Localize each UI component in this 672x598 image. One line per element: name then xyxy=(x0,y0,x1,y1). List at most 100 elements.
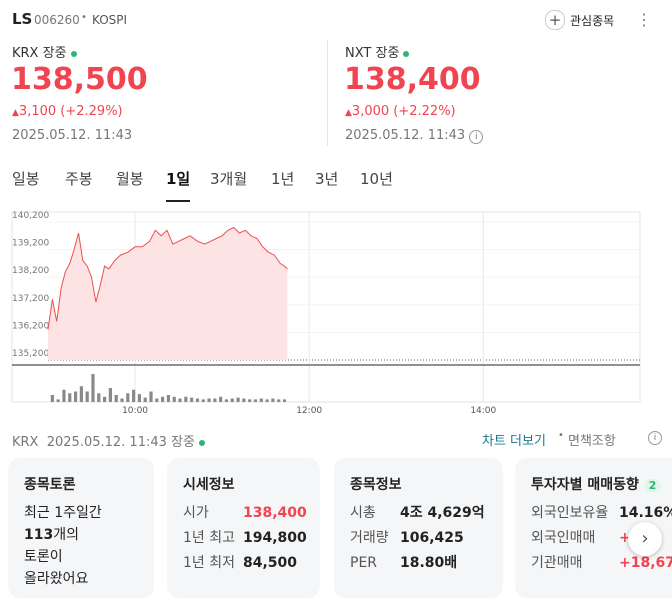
time: 2025.05.12. 11:43 xyxy=(46,435,167,450)
add-icon[interactable]: + xyxy=(545,10,565,30)
volume-bar xyxy=(282,399,287,402)
card-row: 거래량 106,425 xyxy=(350,527,464,547)
tab[interactable]: 일봉 xyxy=(12,170,40,188)
card-title: 투자자별 매매동향 2 xyxy=(531,474,662,494)
disclaimer[interactable]: 면책조항 xyxy=(568,434,616,449)
volume-bar xyxy=(178,398,182,402)
card-row: 외국인보유율 14.16% xyxy=(531,502,672,522)
x-tick-label: 12:00 xyxy=(296,406,322,416)
info-icon[interactable]: i xyxy=(469,130,484,144)
chart-more[interactable]: 차트 더보기 xyxy=(482,434,546,449)
count: 113 xyxy=(24,527,54,543)
tab[interactable]: 3년 xyxy=(315,170,339,188)
title: 투자자별 매매동향 xyxy=(531,477,639,493)
card-row: PER 18.80배 xyxy=(350,552,457,572)
volume-bar xyxy=(172,396,176,402)
text: 개의 xyxy=(53,527,79,543)
tab[interactable]: 월봉 xyxy=(116,170,144,188)
watch-button[interactable]: 관심종목 xyxy=(570,14,615,28)
volume-bar xyxy=(120,398,124,402)
volume-bar xyxy=(236,397,240,402)
stock-code: 006260 xyxy=(34,13,80,27)
row-value: 84,500 xyxy=(243,555,298,571)
volume-bar xyxy=(201,399,205,402)
row-label: 기관매매 xyxy=(531,555,583,571)
change-pct: (+2.22%) xyxy=(393,104,456,119)
row-label: 시가 xyxy=(183,505,209,521)
volume-bar xyxy=(97,393,101,402)
price-line xyxy=(47,226,288,330)
tab[interactable]: 1년 xyxy=(271,170,295,188)
venue: KRX xyxy=(12,46,39,61)
volume-bar xyxy=(149,391,153,402)
row-label: 시총 xyxy=(350,505,376,521)
row-label: 1년 최고 xyxy=(183,530,235,546)
x-tick-label: 10:00 xyxy=(122,406,148,416)
card[interactable]: 시세정보 시가 138,400 1년 최고 194,800 1년 최저 84,500 xyxy=(167,458,320,598)
row-value: 194,800 xyxy=(243,530,307,546)
time-text: 2025.05.12. 11:43 xyxy=(345,128,466,143)
volume-bar xyxy=(62,389,66,402)
tab[interactable]: 주봉 xyxy=(65,170,93,188)
card-title: 종목토론 xyxy=(24,477,76,493)
time: 2025.05.12. 11:43 i xyxy=(345,128,484,144)
y-tick-label: 136,200 xyxy=(12,321,49,331)
session: 장중 xyxy=(171,435,195,450)
volume-bar xyxy=(143,397,147,402)
live-dot xyxy=(70,50,77,57)
row-value: 138,400 xyxy=(243,505,307,521)
area xyxy=(48,227,288,360)
volume-bar xyxy=(73,391,78,402)
info-icon[interactable]: i xyxy=(648,431,662,445)
card-row: 시총 4조 4,629억 xyxy=(350,502,485,522)
tab[interactable]: 3개월 xyxy=(210,170,248,188)
card-row: 1년 최고 194,800 xyxy=(183,527,307,547)
row-value: +18,67 xyxy=(619,555,672,571)
row-label: 외국인매매 xyxy=(531,530,596,546)
volume-bar xyxy=(126,393,130,402)
row-value: 106,425 xyxy=(400,530,464,546)
card-title: 종목정보 xyxy=(350,477,402,493)
session: 장중 xyxy=(42,46,67,61)
volume-bar xyxy=(85,391,89,402)
chart: 135,200 136,200 137,200 138,200 139,200 140,2… xyxy=(11,211,641,416)
session: 장중 xyxy=(375,46,400,61)
y-tick-label: 138,200 xyxy=(12,266,49,276)
live-dot xyxy=(198,439,205,446)
volume-bar xyxy=(207,398,211,402)
next-button[interactable]: › xyxy=(628,522,662,556)
card[interactable]: 종목토론 최근 1주일간 113개의 토론이 올라왔어요 xyxy=(8,458,154,598)
separator: • xyxy=(558,430,564,441)
market: KOSPI xyxy=(92,13,128,27)
row-label: 외국인보유율 xyxy=(531,505,609,521)
price: 138,400 xyxy=(344,62,481,97)
x-tick-label: 14:00 xyxy=(470,406,496,416)
tab-underline xyxy=(166,200,190,202)
volume-bar xyxy=(195,398,200,402)
page: LS 006260 • KOSPI + 관심종목 ⋮ KRX 장중 138,50… xyxy=(11,10,672,587)
tab[interactable]: 10년 xyxy=(360,170,393,188)
plot-frame xyxy=(11,211,641,403)
quote-venue: NXT 장중 xyxy=(345,42,410,61)
stock-name: LS xyxy=(12,10,33,28)
volume-bar xyxy=(265,399,269,402)
volume-bar xyxy=(224,399,229,402)
card-row: 1년 최저 84,500 xyxy=(183,552,297,572)
tab[interactable]: 1일 xyxy=(166,170,191,188)
divider xyxy=(327,40,328,146)
volume-bar xyxy=(91,374,95,402)
row-value: 4조 4,629억 xyxy=(400,505,485,521)
more-menu[interactable]: ⋮ xyxy=(636,10,652,29)
card-line: 토론이 xyxy=(24,549,63,565)
row-label: 거래량 xyxy=(350,530,389,546)
volume-bar xyxy=(137,394,142,402)
card-row: 시가 138,400 xyxy=(183,502,307,522)
up-arrow: ▲ xyxy=(12,108,19,118)
volume-bar xyxy=(277,399,281,402)
volume-bar xyxy=(102,396,107,402)
change-pct: (+2.29%) xyxy=(60,104,123,119)
card-line: 올라왔어요 xyxy=(24,571,89,587)
volume-bar xyxy=(253,399,258,402)
volume-bar xyxy=(56,399,60,402)
